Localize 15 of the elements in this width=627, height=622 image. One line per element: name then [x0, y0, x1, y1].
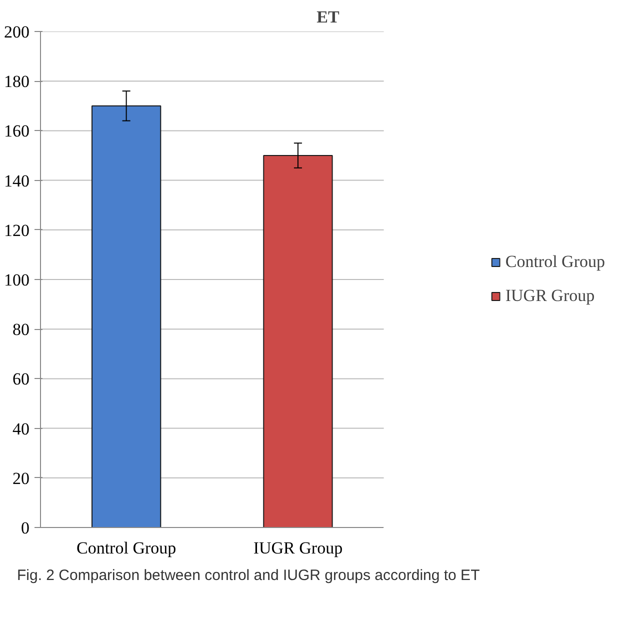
y-tick-label: 140	[4, 171, 30, 190]
caption: Fig. 2 Comparison between control and IUGR groups according to ET	[17, 566, 480, 586]
chart-title: ET	[316, 8, 340, 26]
y-tick-label: 160	[4, 122, 30, 141]
legend-label: Control Group	[505, 252, 605, 272]
y-tick-label: 0	[21, 518, 30, 538]
legend-label: IUGR Group	[505, 286, 595, 306]
y-tick-label: 80	[12, 320, 30, 340]
y-tick-label: 40	[12, 419, 30, 438]
y-tick-label: 120	[4, 220, 30, 240]
y-tick-label: 60	[12, 370, 30, 389]
y-tick-label: 100	[4, 270, 30, 290]
y-tick-label: 180	[4, 72, 30, 92]
y-tick-label: 200	[4, 22, 30, 42]
y-tick-label: 20	[12, 468, 30, 488]
